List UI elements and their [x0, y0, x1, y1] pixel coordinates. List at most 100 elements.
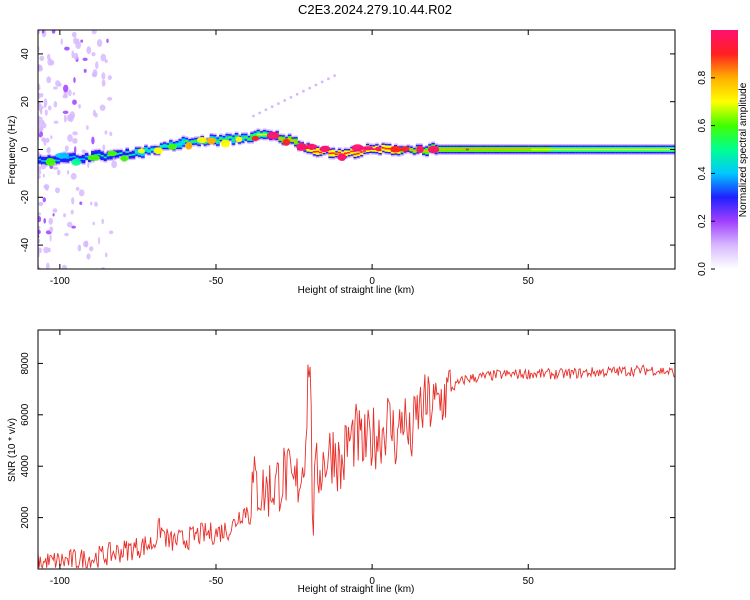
noise-speckle: [53, 101, 58, 108]
spectral-blob: [296, 142, 307, 151]
ridge-core-cell: [640, 148, 645, 151]
ridge-core-cell: [481, 148, 486, 151]
ridge-core-cell: [72, 155, 76, 158]
ridge-core-cell: [244, 136, 248, 138]
ridge-core-cell: [615, 148, 620, 151]
ridge-core-cell: [500, 148, 504, 151]
streak-point: [264, 108, 268, 112]
ridge-core-cell: [409, 148, 414, 151]
noise-speckle: [38, 100, 41, 107]
ridge-core-cell: [503, 148, 507, 151]
colorbar-gradient: [711, 30, 738, 269]
spectral-blob: [107, 150, 118, 157]
ridge-core-cell: [587, 148, 592, 151]
streak-point: [270, 105, 274, 109]
noise-speckle: [52, 166, 59, 170]
ridge-core-cell: [653, 148, 657, 151]
noise-speckle: [53, 86, 58, 90]
ridge-core-cell: [100, 154, 105, 157]
ridge-core-cell: [134, 150, 139, 153]
ridge-core-cell: [228, 136, 233, 139]
ridge-core-cell: [612, 148, 617, 151]
ridge-core-cell: [194, 140, 198, 143]
spectral-blob: [185, 142, 193, 150]
noise-speckle: [89, 246, 94, 252]
ridge-core-cell: [278, 137, 283, 140]
ridge-core-cell: [331, 152, 336, 154]
ridge-core-cell: [191, 140, 195, 143]
ridge-core-cell: [162, 145, 167, 147]
spectral-blob: [235, 136, 243, 143]
ridge-core-cell: [131, 153, 136, 156]
ridge-core-cell: [631, 148, 635, 151]
spectral-blob: [55, 152, 70, 159]
streak-point: [327, 77, 330, 81]
y-tick-label: 8000: [20, 352, 31, 375]
noise-speckle: [38, 30, 41, 35]
y-tick-label: 0: [20, 146, 31, 152]
noise-speckle: [48, 217, 53, 225]
ridge-core-cell: [528, 148, 532, 151]
ridge-core-cell: [259, 133, 264, 136]
spectral-blob: [197, 137, 207, 144]
ridge-core-cell: [596, 148, 601, 151]
ridge-core-cell: [175, 144, 180, 146]
ridge-core-cell: [556, 148, 560, 151]
ridge-core-cell: [515, 148, 520, 151]
ridge-core-cell: [659, 148, 664, 151]
noise-speckle: [108, 230, 114, 235]
noise-speckle: [52, 213, 55, 217]
ridge-core-cell: [606, 148, 610, 151]
ridge-core-cell: [319, 151, 323, 154]
noise-speckle: [73, 52, 79, 60]
ridge-core-cell: [534, 148, 539, 151]
ridge-core-cell: [356, 152, 361, 155]
noise-speckle: [107, 97, 113, 101]
ridge-core-cell: [559, 148, 564, 151]
spectral-blob: [428, 145, 440, 154]
colorbar-tick-label: 0.8: [697, 70, 708, 84]
colorbar-tick-label: 0.4: [697, 166, 708, 180]
ridge-core-cell: [662, 148, 667, 151]
ridge-core-cell: [147, 150, 151, 152]
ridge-core-cell: [618, 148, 623, 151]
noise-speckle: [60, 38, 63, 45]
streak-point: [252, 114, 255, 118]
noise-speckle: [55, 80, 61, 87]
noise-speckle: [38, 165, 41, 171]
ridge-core-cell: [219, 137, 223, 140]
spectral-blob: [390, 145, 402, 153]
ridge-core-cell: [440, 148, 445, 151]
noise-speckle: [92, 221, 96, 226]
ridge-core-cell: [475, 148, 479, 151]
y-tick-label: 2000: [20, 506, 31, 529]
ridge-core-cell: [437, 148, 442, 151]
ridge-core-cell: [450, 148, 454, 151]
colorbar-tick-label: 0.2: [697, 214, 708, 228]
noise-speckle: [104, 252, 108, 258]
noise-speckle: [38, 212, 42, 216]
noise-speckle: [67, 134, 73, 142]
noise-speckle: [42, 197, 46, 203]
ridge-core-cell: [222, 138, 226, 141]
noise-speckle: [62, 110, 69, 115]
ridge-core-cell: [241, 137, 245, 139]
noise-speckle: [41, 122, 47, 129]
noise-speckle: [79, 201, 83, 205]
snr-x-ticks: -100 -50 0 50: [50, 330, 534, 587]
ridge-core-cell: [625, 148, 629, 151]
y-tick-label: -20: [20, 190, 31, 205]
spectral-blob: [361, 146, 374, 151]
ridge-core-cell: [125, 151, 130, 153]
streak-point: [333, 74, 336, 77]
noise-speckle: [38, 175, 41, 179]
noise-speckle: [71, 197, 75, 205]
ridge-core-cell: [178, 143, 183, 145]
spectral-blob: [206, 137, 217, 145]
noise-speckle: [72, 131, 78, 136]
spectral-blob: [351, 144, 364, 152]
noise-speckle: [42, 173, 45, 178]
ridge-core-cell: [518, 148, 523, 151]
noise-speckle: [78, 104, 81, 109]
ridge-core-cell: [350, 150, 354, 153]
